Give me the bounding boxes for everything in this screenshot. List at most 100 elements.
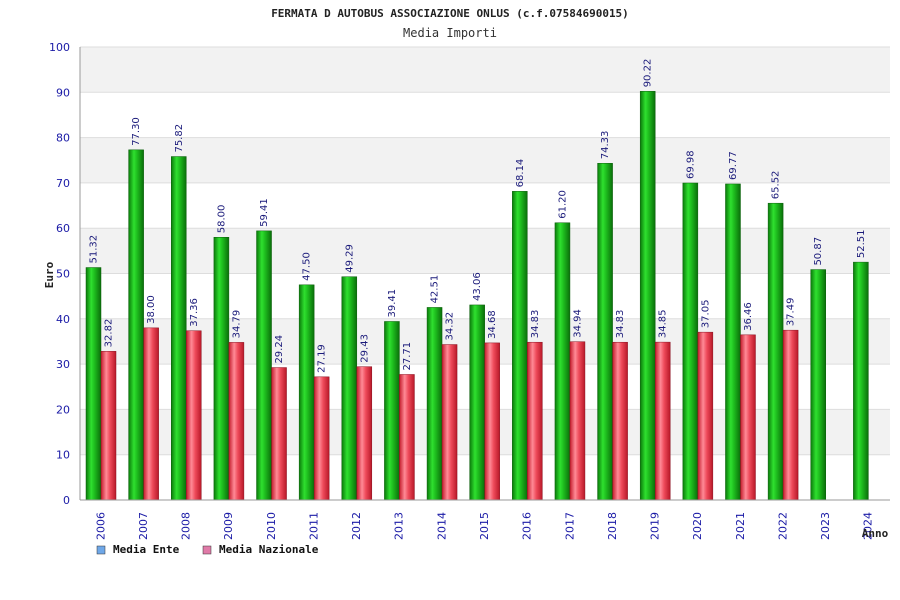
y-axis-label: Euro (43, 261, 56, 288)
bar-media-nazionale-2017 (569, 341, 586, 501)
value-label-media-nazionale-2020: 37.05 (700, 300, 711, 329)
bar-media-nazionale-2015 (484, 342, 500, 501)
y-tick-label: 60 (56, 222, 70, 235)
value-label-media-nazionale-2016: 34.83 (530, 310, 541, 339)
value-label-media-nazionale-2019: 34.85 (658, 309, 669, 338)
bar-media-nazionale-2010 (271, 367, 287, 501)
bar-media-ente-2020 (682, 182, 699, 501)
value-label-media-ente-2007: 77.30 (131, 117, 142, 146)
value-label-media-nazionale-2010: 29.24 (274, 335, 285, 364)
value-label-media-ente-2023: 50.87 (813, 237, 824, 266)
bar-media-ente-2010 (256, 230, 272, 501)
value-label-media-nazionale-2011: 27.19 (317, 344, 328, 373)
y-tick-label: 30 (56, 358, 70, 371)
value-label-media-ente-2010: 59.41 (259, 198, 270, 227)
bar-media-ente-2009 (213, 237, 230, 501)
x-tick-label-2012: 2012 (350, 512, 363, 540)
value-label-media-ente-2017: 61.20 (557, 190, 568, 219)
legend: Media Ente Media Nazionale (96, 543, 319, 556)
bar-media-ente-2014 (426, 307, 443, 501)
x-tick-label-2014: 2014 (435, 512, 448, 540)
bar-media-ente-2023 (810, 269, 826, 501)
plot-band (80, 182, 890, 229)
x-tick-label-2021: 2021 (734, 512, 747, 540)
y-tick-label: 40 (56, 313, 70, 326)
value-label-media-nazionale-2014: 34.32 (445, 312, 456, 341)
x-tick-label-2017: 2017 (563, 512, 576, 540)
x-tick-label-2010: 2010 (265, 512, 278, 540)
bar-media-ente-2015 (469, 304, 485, 501)
x-tick-label-2009: 2009 (222, 512, 235, 540)
value-label-media-nazionale-2009: 34.79 (231, 310, 242, 339)
bars (85, 91, 869, 501)
value-label-media-ente-2014: 42.51 (430, 275, 441, 304)
value-label-media-nazionale-2017: 34.94 (572, 309, 583, 338)
x-tick-label-2022: 2022 (776, 512, 789, 540)
x-axis-ticks: 2006 2007 2008 2009 2010 2011 2012 2013 2014 2015… (94, 512, 874, 540)
value-label-media-ente-2015: 43.06 (472, 272, 483, 301)
x-tick-label-2011: 2011 (307, 512, 320, 540)
bar-media-ente-2018 (597, 163, 613, 501)
value-label-media-nazionale-2013: 27.71 (402, 342, 413, 371)
value-label-media-ente-2019: 90.22 (643, 59, 654, 88)
x-tick-label-2006: 2006 (94, 512, 107, 540)
bar-media-ente-2021 (725, 183, 741, 501)
bar-media-ente-2006 (85, 267, 102, 501)
plot-band (80, 92, 890, 138)
value-label-media-ente-2018: 74.33 (600, 131, 611, 160)
bar-media-nazionale-2009 (228, 342, 245, 501)
bar-media-nazionale-2007 (143, 327, 159, 501)
value-label-media-nazionale-2022: 37.49 (786, 298, 797, 327)
value-label-media-ente-2012: 49.29 (344, 244, 355, 273)
value-label-media-ente-2016: 68.14 (515, 159, 526, 188)
y-tick-label: 10 (56, 449, 70, 462)
y-tick-label: 90 (56, 86, 70, 99)
bar-media-nazionale-2018 (612, 341, 628, 501)
value-label-media-nazionale-2007: 38.00 (146, 295, 157, 324)
x-tick-label-2019: 2019 (649, 512, 662, 540)
bar-media-nazionale-2019 (654, 341, 671, 501)
x-tick-label-2013: 2013 (393, 512, 406, 540)
value-label-media-nazionale-2008: 37.36 (189, 298, 200, 327)
value-label-media-nazionale-2006: 32.82 (104, 319, 115, 348)
x-tick-label-2007: 2007 (137, 512, 150, 540)
value-label-media-nazionale-2012: 29.43 (359, 334, 370, 363)
bar-media-nazionale-2021 (740, 334, 756, 501)
x-tick-label-2015: 2015 (478, 512, 491, 540)
x-tick-label-2024: 2024 (862, 512, 875, 540)
y-tick-label: 0 (63, 494, 70, 507)
y-tick-label: 70 (56, 177, 70, 190)
bar-media-ente-2019 (639, 91, 656, 501)
value-label-media-ente-2022: 65.52 (771, 171, 782, 200)
value-label-media-ente-2013: 39.41 (387, 289, 398, 318)
bar-media-nazionale-2020 (697, 331, 714, 501)
bar-media-nazionale-2008 (186, 330, 202, 501)
value-label-media-nazionale-2021: 36.46 (743, 302, 754, 331)
bar-media-nazionale-2011 (313, 376, 330, 501)
y-axis-ticks: 0 10 20 30 40 50 60 70 80 90 100 (49, 41, 70, 507)
value-label-media-ente-2020: 69.98 (685, 150, 696, 179)
plot-band (80, 137, 890, 183)
plot-band (80, 47, 890, 93)
bar-media-ente-2007 (128, 149, 144, 501)
legend-swatch-media-nazionale (202, 545, 212, 555)
x-tick-label-2018: 2018 (606, 512, 619, 540)
value-labels: 51.32 32.82 77.30 38.00 75.82 37.36 58.00 34.79… (89, 59, 867, 373)
x-tick-label-2008: 2008 (180, 512, 193, 540)
bar-media-ente-2012 (341, 276, 358, 501)
x-tick-label-2020: 2020 (691, 512, 704, 540)
bar-media-ente-2008 (171, 156, 187, 501)
bar-media-ente-2011 (298, 284, 315, 501)
bar-media-ente-2016 (512, 191, 528, 501)
x-tick-label-2023: 2023 (819, 512, 832, 540)
legend-swatch-media-ente (96, 545, 106, 555)
value-label-media-ente-2021: 69.77 (728, 151, 739, 180)
value-label-media-ente-2006: 51.32 (89, 235, 100, 264)
bar-media-ente-2013 (384, 321, 400, 501)
chart-title: FERMATA D AUTOBUS ASSOCIAZIONE ONLUS (c.… (271, 7, 629, 20)
bar-media-ente-2022 (767, 202, 784, 501)
legend-label-media-nazionale: Media Nazionale (219, 543, 319, 556)
x-tick-label-2016: 2016 (521, 512, 534, 540)
value-label-media-ente-2011: 47.50 (302, 252, 313, 281)
